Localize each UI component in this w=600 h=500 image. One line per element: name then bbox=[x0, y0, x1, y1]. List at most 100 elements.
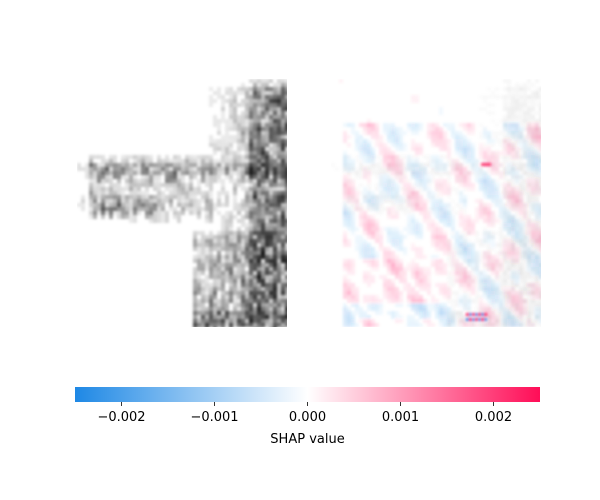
shap-pixel bbox=[411, 299, 415, 303]
overlay-background-pixel bbox=[483, 267, 487, 271]
shap-pixel bbox=[491, 187, 495, 191]
shap-pixel bbox=[423, 199, 427, 203]
input-pixel bbox=[145, 211, 149, 215]
shap-pixel bbox=[439, 219, 443, 223]
input-pixel bbox=[229, 135, 233, 139]
shap-pixel bbox=[483, 207, 487, 211]
input-pixel bbox=[277, 287, 281, 291]
input-pixel bbox=[93, 187, 97, 191]
shap-pixel bbox=[481, 313, 484, 316]
shap-pixel bbox=[531, 235, 535, 239]
shap-pixel bbox=[359, 207, 363, 211]
input-pixel bbox=[205, 247, 209, 259]
shap-pixel bbox=[467, 155, 471, 159]
overlay-background-pixel bbox=[523, 135, 527, 139]
input-pixel bbox=[261, 135, 265, 139]
shap-pixel bbox=[375, 139, 379, 143]
overlay-background-pixel bbox=[531, 119, 535, 123]
input-pixel bbox=[113, 211, 117, 215]
overlay-background-pixel bbox=[351, 171, 355, 175]
input-pixel bbox=[277, 99, 281, 103]
input-pixel bbox=[257, 183, 261, 187]
overlay-background-pixel bbox=[491, 131, 495, 135]
input-pixel bbox=[161, 195, 165, 199]
input-pixel bbox=[153, 167, 157, 171]
overlay-background-pixel bbox=[519, 155, 523, 159]
input-pixel bbox=[253, 267, 257, 271]
input-pixel bbox=[209, 303, 213, 307]
shap-pixel bbox=[535, 167, 539, 171]
input-pixel bbox=[237, 303, 241, 307]
shap-pixel bbox=[387, 263, 391, 267]
shap-pixel bbox=[511, 231, 515, 235]
shap-pixel bbox=[427, 271, 431, 275]
overlay-background-pixel bbox=[471, 171, 475, 175]
shap-pixel bbox=[371, 223, 375, 227]
input-pixel bbox=[105, 191, 109, 195]
shap-pixel bbox=[439, 107, 443, 111]
shap-pixel bbox=[351, 219, 355, 223]
input-pixel bbox=[177, 167, 181, 171]
overlay-background-pixel bbox=[527, 143, 531, 147]
overlay-background-pixel bbox=[519, 87, 523, 91]
overlay-background-pixel bbox=[527, 87, 531, 91]
shap-pixel bbox=[375, 207, 379, 211]
shap-pixel bbox=[343, 123, 347, 127]
shap-pixel bbox=[431, 323, 435, 327]
shap-pixel bbox=[431, 163, 435, 167]
shap-pixel bbox=[379, 311, 383, 315]
shap-pixel bbox=[447, 287, 451, 291]
shap-pixel bbox=[411, 267, 415, 271]
input-pixel bbox=[113, 183, 117, 187]
input-pixel bbox=[213, 167, 217, 171]
overlay-background-pixel bbox=[523, 187, 527, 191]
input-pixel bbox=[285, 263, 287, 267]
shap-pixel bbox=[455, 271, 459, 275]
input-pixel bbox=[269, 243, 273, 247]
shap-pixel bbox=[455, 251, 459, 255]
input-pixel bbox=[197, 251, 201, 255]
input-pixel bbox=[225, 275, 229, 279]
shap-pixel bbox=[443, 135, 447, 139]
shap-pixel bbox=[415, 303, 419, 307]
shap-pixel bbox=[459, 299, 463, 303]
input-pixel bbox=[261, 211, 265, 215]
input-pixel bbox=[193, 203, 197, 207]
shap-pixel bbox=[383, 251, 387, 255]
input-pixel bbox=[241, 175, 245, 179]
shap-pixel bbox=[395, 271, 399, 275]
input-pixel bbox=[225, 235, 229, 239]
shap-pixel bbox=[343, 131, 347, 135]
shap-pixel bbox=[463, 127, 467, 131]
shap-pixel bbox=[391, 267, 395, 271]
shap-pixel bbox=[363, 271, 367, 275]
overlay-background-pixel bbox=[399, 183, 403, 187]
input-pixel bbox=[221, 167, 225, 171]
input-pixel bbox=[273, 275, 277, 279]
input-pixel bbox=[141, 179, 145, 183]
input-pixel bbox=[197, 307, 201, 311]
overlay-background-pixel bbox=[507, 235, 511, 239]
shap-pixel bbox=[463, 251, 467, 255]
shap-pixel bbox=[391, 151, 395, 155]
overlay-background-pixel bbox=[535, 275, 539, 279]
input-pixel bbox=[201, 287, 205, 291]
input-pixel bbox=[237, 139, 241, 143]
shap-pixel bbox=[351, 283, 355, 287]
shap-pixel bbox=[463, 175, 467, 179]
input-pixel bbox=[197, 187, 201, 191]
shap-pixel bbox=[379, 147, 383, 151]
shap-pixel bbox=[459, 235, 463, 239]
input-pixel bbox=[253, 311, 257, 315]
shap-pixel bbox=[443, 287, 447, 291]
shap-pixel bbox=[343, 307, 347, 311]
shap-pixel bbox=[383, 275, 387, 279]
input-pixel bbox=[145, 159, 149, 163]
overlay-background-pixel bbox=[527, 295, 531, 299]
shap-pixel bbox=[463, 219, 467, 223]
input-pixel bbox=[197, 287, 201, 291]
shap-pixel bbox=[371, 267, 375, 271]
shap-pixel bbox=[363, 199, 367, 203]
shap-pixel bbox=[495, 263, 499, 267]
shap-pixel bbox=[443, 239, 447, 243]
